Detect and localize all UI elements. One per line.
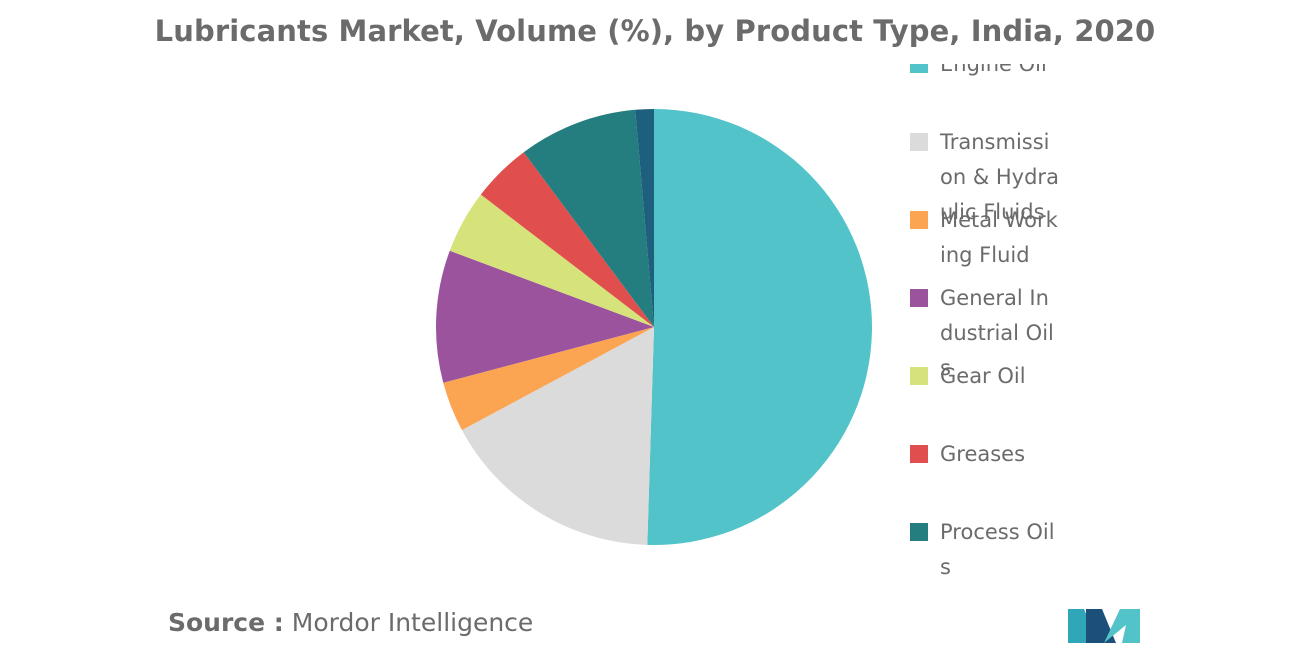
pie-slice-greases: [480, 152, 654, 327]
source-prefix: Source :: [168, 608, 284, 637]
pie-slice-metal-working-fluid: [443, 327, 654, 431]
legend-label: Engine Oil: [940, 64, 1047, 76]
legend-swatch: [910, 367, 928, 385]
legend-swatch: [910, 64, 928, 73]
source-note: Source : Mordor Intelligence: [168, 608, 533, 637]
source-text: Mordor Intelligence: [291, 608, 534, 637]
legend-label: Transmission & Hydraulic Fluids: [940, 130, 1059, 224]
legend-label: Process Oils: [940, 520, 1055, 579]
pie-slice-others: [635, 109, 654, 327]
legend-swatch: [910, 211, 928, 229]
legend-swatch: [910, 133, 928, 151]
pie-slice-transmission-hydraulic-fluids: [461, 327, 654, 545]
pie-slice-gear-oil: [449, 194, 654, 327]
legend-label: General Industrial Oils: [940, 286, 1054, 380]
legend-swatch: [910, 523, 928, 541]
mordor-intelligence-logo: [1068, 609, 1140, 643]
legend-swatch: [910, 445, 928, 463]
legend-swatch: [910, 289, 928, 307]
chart-legend: Engine Oil Transmission & Hydraulic Fluid…: [905, 64, 1095, 594]
legend-label: Gear Oil: [940, 364, 1026, 388]
legend-label: Metal Working Fluid: [940, 208, 1058, 267]
legend-label: Greases: [940, 442, 1026, 466]
chart-title: Lubricants Market, Volume (%), by Produc…: [154, 14, 1156, 48]
pie-slice-process-oils: [523, 109, 654, 327]
pie-slice-engine-oil: [647, 109, 873, 546]
pie-slice-general-industrial-oils: [435, 250, 654, 383]
legend-label: Others: [940, 593, 1062, 594]
logo-shape-right: [1104, 609, 1140, 643]
logo-shape-middle: [1086, 609, 1116, 643]
